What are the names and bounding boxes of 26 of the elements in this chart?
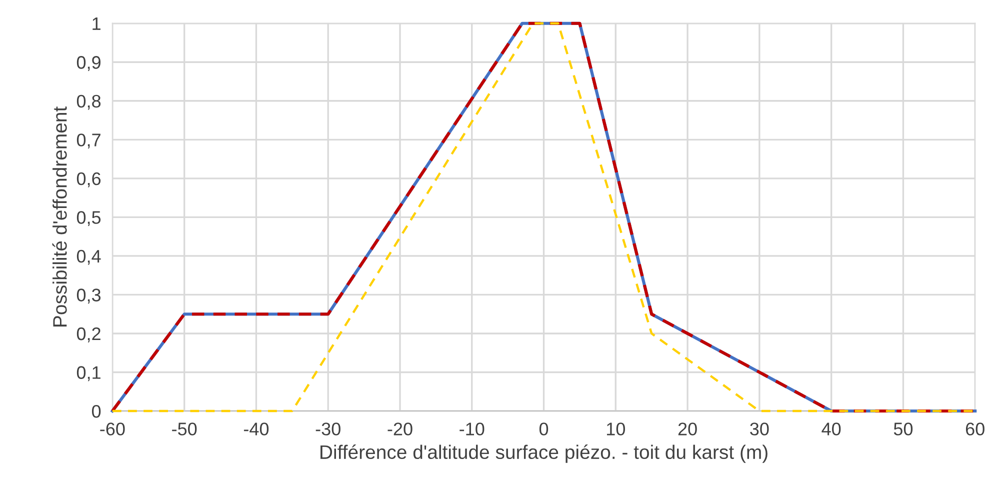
y-tick-label: 0,9 (76, 56, 100, 71)
y-tick-label: 0,2 (76, 327, 100, 342)
x-axis-title: Différence d'altitude surface piézo. - toit du karst (m) (320, 444, 768, 463)
y-tick-label: 0,1 (76, 366, 100, 382)
y-tick-label: 0,6 (76, 172, 101, 188)
y-tick-label: 0,4 (76, 250, 101, 265)
y-tick-label: 0,8 (76, 94, 101, 110)
x-tick-label: 20 (678, 422, 697, 436)
y-tick-label: 0,5 (76, 211, 101, 226)
y-tick-label: 0,7 (76, 134, 100, 149)
x-tick-label: 60 (966, 422, 984, 436)
y-axis-title: Possibilité d'effondrement (52, 106, 67, 326)
y-tick-label: 0,3 (76, 288, 101, 304)
x-tick-label: -60 (100, 422, 125, 436)
x-tick-label: 40 (822, 422, 841, 436)
y-tick-label: 1 (92, 17, 100, 30)
x-tick-label: -30 (316, 422, 340, 436)
x-tick-label: 50 (894, 422, 913, 436)
x-tick-label: 0 (539, 422, 548, 436)
x-tick-label: -50 (172, 422, 197, 436)
x-tick-label: 30 (750, 422, 769, 436)
x-tick-label: 10 (606, 422, 625, 436)
y-tick-label: 0 (92, 404, 101, 418)
x-tick-label: -40 (244, 422, 269, 436)
x-tick-label: -20 (388, 422, 412, 436)
x-tick-label: -10 (460, 422, 484, 436)
